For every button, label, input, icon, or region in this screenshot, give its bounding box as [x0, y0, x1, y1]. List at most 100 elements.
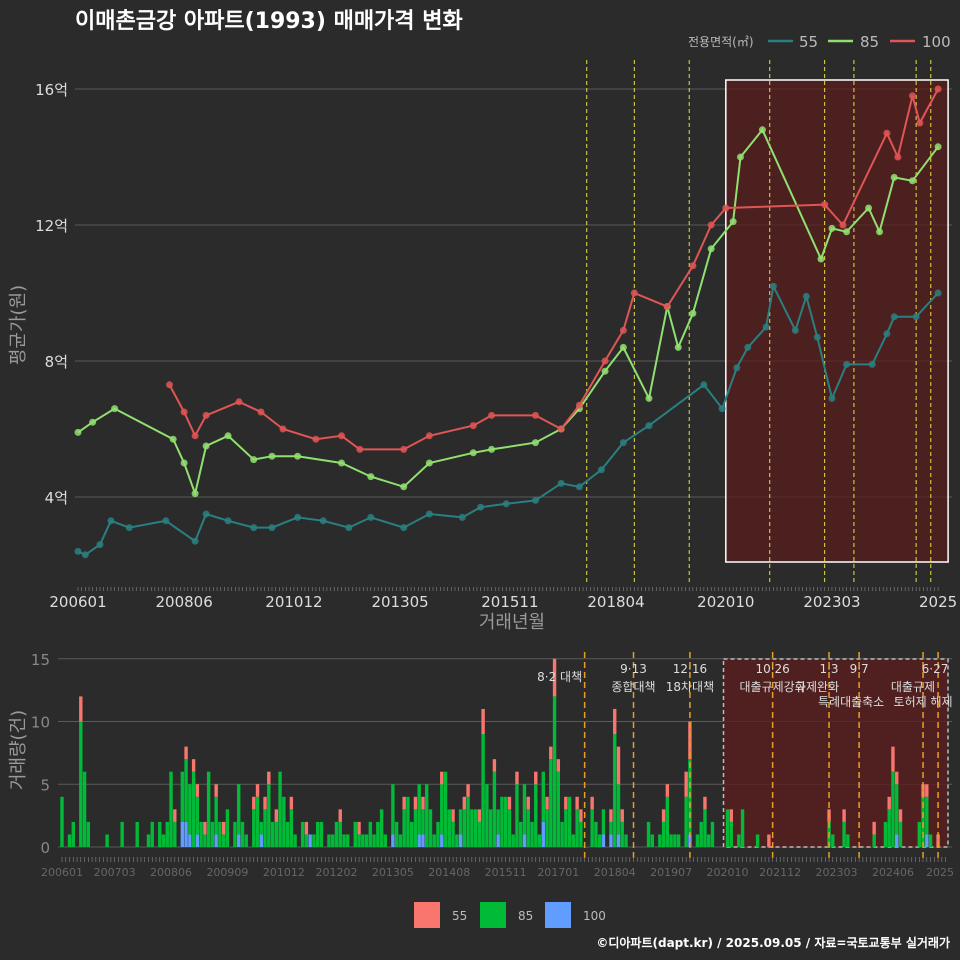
volume-bar-85	[60, 796, 64, 847]
volume-bar-85	[507, 809, 512, 847]
volume-bar-85	[676, 834, 681, 847]
volume-y-tick-label: 15	[31, 651, 50, 669]
data-point-100	[934, 85, 942, 93]
volume-bar-85	[485, 784, 489, 847]
volume-bar-55	[556, 759, 561, 772]
legend-box-100	[545, 902, 571, 928]
data-point-100	[191, 432, 199, 440]
volume-bar-100	[522, 834, 527, 847]
volume-x-tick-label: 201804	[594, 866, 636, 879]
data-point-55	[107, 517, 115, 525]
bottom-legend-label-85: 85	[518, 909, 533, 923]
volume-bar-100	[496, 834, 500, 847]
data-point-55	[883, 330, 891, 338]
volume-bar-100	[184, 821, 188, 847]
volume-bar-55	[898, 809, 903, 822]
volume-bar-85	[917, 821, 921, 847]
data-point-55	[619, 439, 627, 447]
data-point-85	[934, 143, 942, 151]
data-point-100	[235, 398, 243, 406]
volume-bar-85	[304, 834, 309, 847]
volume-bar-85	[466, 796, 470, 847]
volume-bar-55	[895, 771, 899, 785]
policy-name-label: 규제완화	[795, 680, 839, 694]
data-point-85	[89, 418, 97, 426]
data-point-100	[630, 289, 638, 297]
volume-bar-55	[579, 809, 583, 822]
volume-bar-85	[425, 784, 429, 847]
volume-bar-85	[567, 796, 572, 847]
policy-date-label: 9·13	[620, 662, 647, 676]
volume-bar-55	[221, 821, 226, 835]
data-point-55	[162, 517, 170, 525]
data-point-85	[674, 343, 682, 351]
volume-bar-85	[725, 809, 730, 847]
volume-bar-55	[421, 796, 425, 810]
volume-bar-55	[925, 784, 929, 797]
volume-bar-55	[609, 809, 613, 822]
volume-bar-85	[346, 834, 350, 847]
data-point-85	[736, 153, 744, 161]
data-point-85	[619, 343, 627, 351]
volume-bar-85	[383, 834, 388, 847]
volume-bar-85	[575, 809, 579, 847]
volume-bar-85	[496, 809, 500, 835]
data-point-85	[294, 452, 302, 460]
volume-bar-85	[244, 834, 248, 847]
volume-bar-100	[214, 834, 218, 847]
x-tick-label: 201012	[265, 593, 322, 611]
volume-bar-85	[699, 821, 703, 847]
data-point-100	[839, 221, 847, 229]
volume-bar-55	[304, 821, 309, 835]
volume-bar-85	[492, 771, 497, 847]
data-point-85	[338, 459, 346, 467]
volume-bar-85	[891, 771, 895, 847]
data-point-85	[191, 490, 199, 498]
volume-bar-85	[436, 821, 440, 847]
volume-bar-85	[342, 834, 346, 847]
volume-bar-85	[255, 796, 260, 847]
volume-bar-85	[447, 809, 451, 847]
volume-bar-85	[191, 771, 196, 847]
volume-bar-85	[206, 771, 211, 847]
data-point-55	[575, 483, 583, 491]
data-point-85	[488, 445, 496, 453]
volume-bar-100	[237, 834, 241, 847]
volume-bar-85	[831, 834, 835, 847]
volume-bar-85	[458, 809, 463, 835]
volume-bar-85	[707, 834, 711, 847]
data-point-85	[843, 228, 851, 236]
legend-box-55	[414, 902, 440, 928]
volume-bar-85	[135, 821, 139, 847]
data-point-55	[733, 364, 741, 372]
volume-bar-85	[169, 771, 173, 847]
volume-bar-85	[872, 834, 876, 847]
volume-bar-55	[214, 784, 218, 797]
volume-bar-85	[522, 784, 527, 835]
volume-bar-85	[537, 834, 542, 847]
volume-bar-55	[195, 784, 200, 797]
data-point-55	[645, 422, 653, 430]
volume-bar-85	[511, 834, 515, 847]
volume-bar-55	[552, 658, 557, 697]
data-point-85	[758, 126, 766, 134]
volume-bar-55	[590, 796, 594, 810]
volume-bar-85	[503, 796, 508, 847]
data-point-55	[700, 381, 708, 389]
volume-x-tick-label: 202303	[816, 866, 858, 879]
volume-bar-85	[327, 834, 331, 847]
volume-x-tick-label: 2025	[926, 866, 954, 879]
volume-bar-85	[887, 809, 891, 847]
x-tick-label: 202010	[697, 593, 754, 611]
volume-bar-85	[233, 821, 237, 847]
volume-bar-85	[184, 759, 188, 822]
data-point-85	[367, 473, 375, 481]
data-point-85	[817, 255, 825, 263]
volume-x-tick-label: 201202	[315, 866, 357, 879]
data-point-85	[908, 177, 916, 185]
volume-bar-100	[541, 821, 545, 847]
volume-bar-85	[214, 796, 218, 835]
data-point-100	[883, 129, 891, 137]
volume-bar-85	[312, 834, 316, 847]
volume-bar-85	[173, 821, 177, 847]
